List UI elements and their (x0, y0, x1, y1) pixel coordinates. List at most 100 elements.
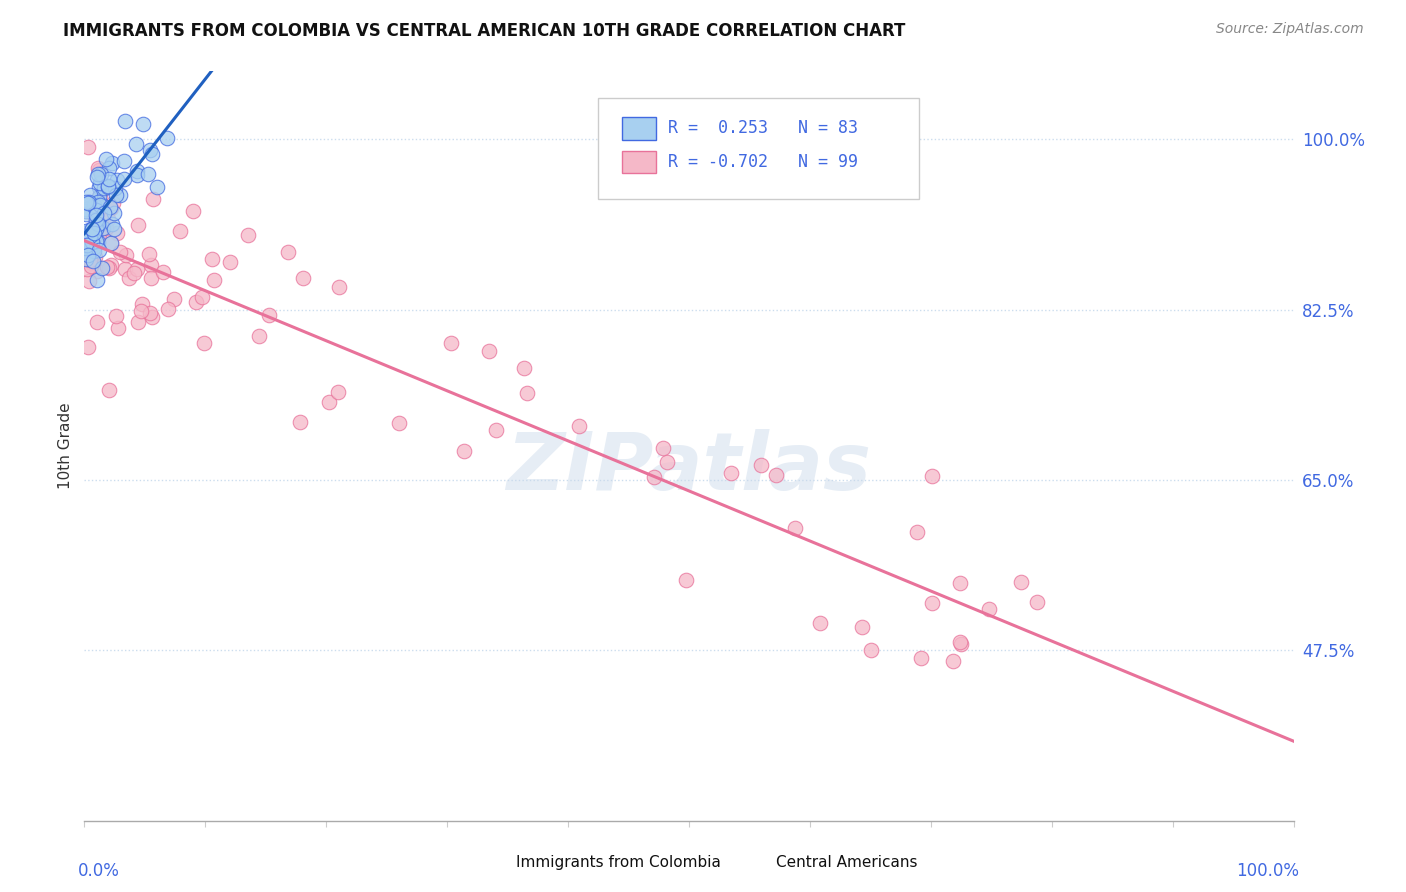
Point (156, 302, 179, 317)
Point (1026, 595, 1049, 609)
Point (163, 292, 186, 306)
Point (808, 616, 831, 631)
Point (90, 261, 112, 276)
FancyBboxPatch shape (478, 855, 502, 873)
Point (328, 280, 350, 294)
Point (80, 256, 103, 270)
Point (82, 235, 104, 250)
Point (86, 273, 108, 287)
Point (156, 131, 179, 145)
Point (89, 194, 111, 209)
Point (193, 335, 215, 350)
Point (108, 188, 131, 202)
Point (86, 219, 108, 234)
Point (107, 226, 129, 240)
Point (152, 265, 174, 279)
Point (139, 270, 162, 285)
Point (76, 248, 98, 262)
Point (107, 320, 129, 334)
Point (87, 217, 110, 231)
Point (139, 306, 162, 320)
Point (568, 419, 591, 434)
Point (100, 201, 122, 215)
Point (277, 244, 299, 259)
Point (87, 162, 110, 177)
Point (87, 235, 110, 250)
FancyBboxPatch shape (623, 151, 657, 173)
Point (851, 620, 873, 634)
Point (101, 195, 124, 210)
Point (75, 203, 97, 218)
Point (75, 242, 97, 256)
Point (79, 241, 101, 255)
Point (1010, 574, 1032, 589)
Point (82, 221, 104, 235)
Point (101, 217, 124, 231)
Point (83, 240, 105, 254)
Point (291, 270, 314, 285)
Point (112, 172, 135, 186)
Point (921, 596, 943, 610)
Point (89, 190, 111, 204)
Point (485, 423, 508, 437)
Point (652, 441, 675, 455)
Point (89, 212, 111, 227)
Point (93, 206, 115, 220)
Text: IMMIGRANTS FROM COLOMBIA VS CENTRAL AMERICAN 10TH GRADE CORRELATION CHART: IMMIGRANTS FROM COLOMBIA VS CENTRAL AMER… (63, 22, 905, 40)
Point (201, 252, 224, 266)
Point (860, 643, 883, 657)
Point (75, 207, 97, 221)
Point (82, 221, 104, 235)
Point (127, 315, 149, 329)
Point (516, 386, 538, 401)
Text: ZIPatlas: ZIPatlas (506, 429, 872, 508)
Point (105, 310, 128, 324)
Point (76, 238, 98, 252)
Point (318, 395, 340, 409)
Point (80, 259, 103, 273)
Point (84, 209, 107, 223)
Point (76, 340, 98, 354)
Point (86, 315, 108, 329)
Point (77, 194, 100, 209)
Point (921, 469, 943, 483)
Point (98, 383, 121, 397)
Point (98, 201, 121, 215)
FancyBboxPatch shape (737, 855, 762, 873)
Point (79, 229, 101, 244)
Point (259, 308, 281, 322)
Point (127, 218, 149, 232)
Point (100, 235, 122, 250)
Point (103, 222, 125, 236)
Point (75, 252, 97, 267)
Point (87, 195, 110, 210)
Point (86, 213, 108, 227)
Point (749, 458, 772, 473)
Point (141, 310, 163, 325)
Point (77, 274, 100, 288)
Point (98, 171, 121, 186)
Point (388, 417, 411, 431)
Y-axis label: 10th Grade: 10th Grade (58, 402, 73, 490)
Point (80, 226, 103, 240)
Point (87, 199, 110, 213)
Point (79, 223, 101, 237)
Point (75, 195, 97, 210)
Point (105, 188, 128, 202)
Point (146, 180, 169, 194)
Point (89, 180, 111, 194)
Point (100, 258, 122, 272)
Point (142, 192, 165, 206)
Point (83, 208, 105, 222)
Point (114, 153, 136, 168)
Point (75, 202, 97, 216)
Point (675, 573, 697, 587)
Point (942, 655, 965, 669)
Point (125, 164, 148, 178)
Point (115, 248, 138, 262)
Point (96, 153, 118, 167)
Point (122, 266, 145, 280)
Point (103, 181, 125, 195)
Point (125, 168, 148, 182)
Point (949, 637, 972, 651)
